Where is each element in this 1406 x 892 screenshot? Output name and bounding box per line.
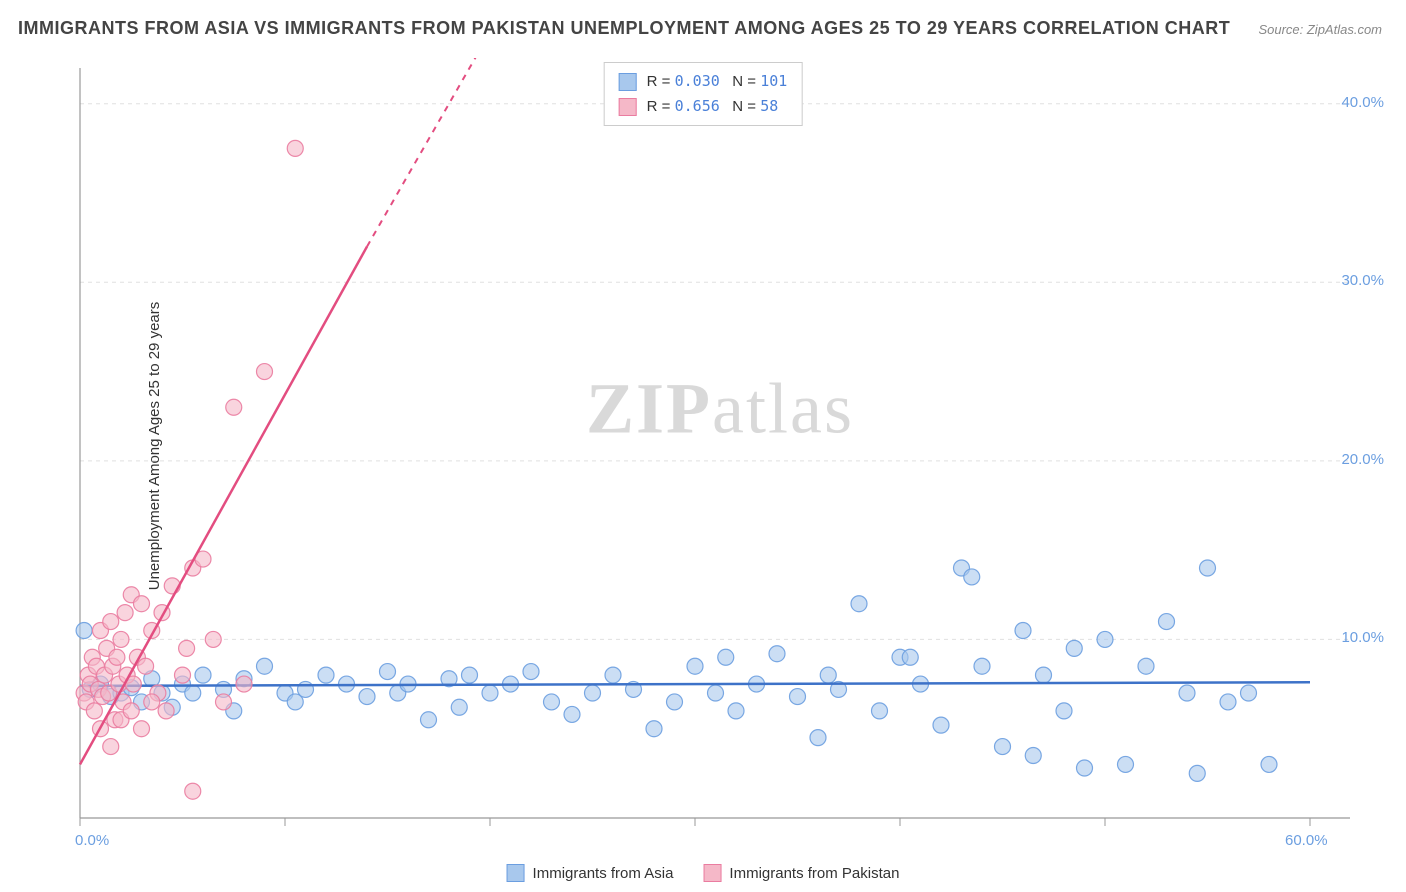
source-label: Source: ZipAtlas.com [1258,22,1382,37]
legend-row: R = 0.030 N = 101 [619,69,788,94]
chart-svg [70,58,1370,838]
legend-label: Immigrants from Pakistan [729,865,899,882]
chart-plot-area: ZIPatlas [70,58,1370,838]
legend-item: Immigrants from Pakistan [703,864,899,882]
legend-swatch [619,73,637,91]
chart-title: IMMIGRANTS FROM ASIA VS IMMIGRANTS FROM … [18,18,1230,39]
legend-item: Immigrants from Asia [507,864,674,882]
x-tick-label: 60.0% [1285,832,1328,849]
legend-label: Immigrants from Asia [533,865,674,882]
x-tick-label: 0.0% [75,832,109,849]
y-tick-label: 20.0% [1341,451,1384,468]
legend-correlation: R = 0.030 N = 101R = 0.656 N = 58 [604,62,803,126]
legend-swatch [703,864,721,882]
legend-stat-text: R = 0.656 N = 58 [647,94,779,119]
legend-swatch [619,98,637,116]
legend-stat-text: R = 0.030 N = 101 [647,69,788,94]
y-tick-label: 10.0% [1341,629,1384,646]
legend-series: Immigrants from Asia Immigrants from Paki… [507,864,900,882]
y-tick-label: 40.0% [1341,94,1384,111]
y-tick-label: 30.0% [1341,272,1384,289]
legend-row: R = 0.656 N = 58 [619,94,788,119]
legend-swatch [507,864,525,882]
